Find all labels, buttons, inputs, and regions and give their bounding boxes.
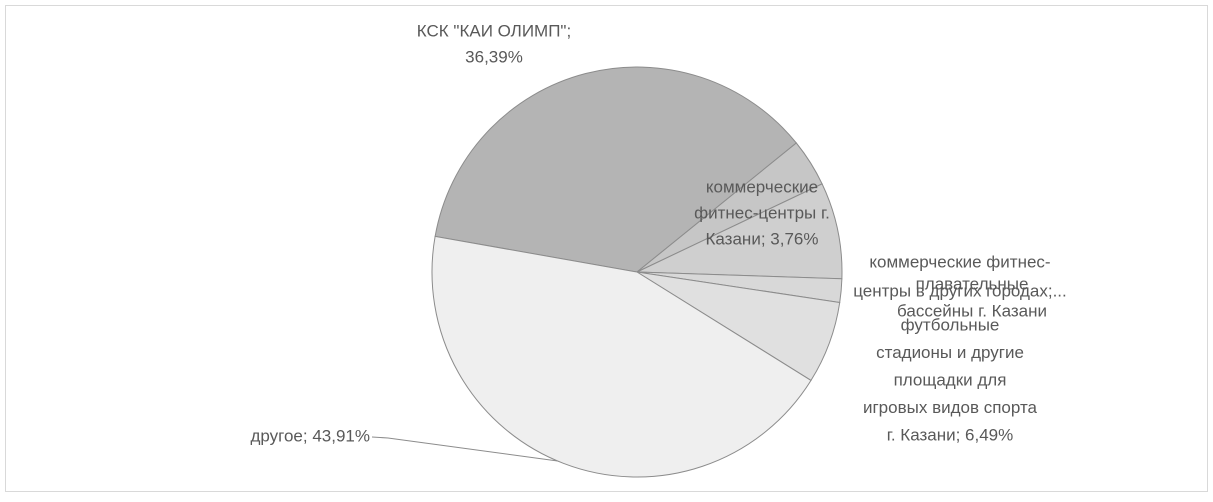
data-label: КСК "КАИ ОЛИМП"; bbox=[417, 21, 571, 40]
pie-slice bbox=[434, 66, 798, 273]
data-label: бассейны г. Казани bbox=[897, 301, 1047, 320]
data-label: стадионы и другие bbox=[876, 343, 1024, 362]
data-label: коммерческие фитнес- bbox=[869, 252, 1050, 271]
leader-line bbox=[371, 436, 566, 463]
data-label: Казани; 3,76% bbox=[706, 229, 819, 248]
data-label: площадки для bbox=[894, 370, 1007, 389]
pie-slice bbox=[636, 183, 843, 280]
data-label: фитнес-центры г. bbox=[694, 203, 830, 222]
data-label: коммерческие bbox=[706, 177, 818, 196]
data-label: футбольные bbox=[901, 315, 1000, 334]
pie-slice bbox=[431, 235, 812, 478]
data-label: игровых видов спорта bbox=[863, 398, 1038, 417]
data-label: другое; 43,91% bbox=[250, 426, 370, 445]
data-label: центры в других городах;... bbox=[853, 281, 1067, 300]
data-label: плавательные bbox=[916, 274, 1029, 293]
data-label: г. Казани; 6,49% bbox=[887, 425, 1014, 444]
data-label: 36,39% bbox=[465, 47, 523, 66]
